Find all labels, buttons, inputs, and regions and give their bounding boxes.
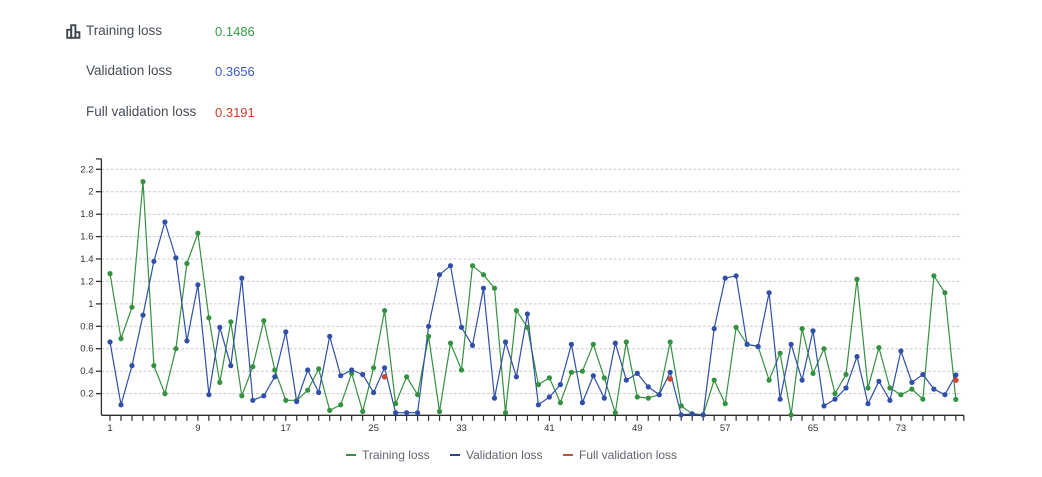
- svg-text:25: 25: [368, 423, 379, 434]
- svg-text:17: 17: [281, 423, 292, 434]
- svg-text:33: 33: [456, 423, 467, 434]
- svg-text:1.6: 1.6: [80, 232, 93, 243]
- svg-text:1.4: 1.4: [80, 254, 93, 265]
- svg-text:2.2: 2.2: [80, 164, 93, 175]
- svg-text:1: 1: [88, 299, 93, 310]
- svg-text:1.2: 1.2: [80, 276, 93, 287]
- svg-text:0.4: 0.4: [80, 366, 93, 377]
- svg-text:1: 1: [107, 423, 112, 434]
- svg-text:2: 2: [88, 187, 93, 198]
- svg-text:9: 9: [195, 423, 200, 434]
- svg-text:41: 41: [544, 423, 555, 434]
- svg-text:0.6: 0.6: [80, 344, 93, 355]
- svg-text:1.8: 1.8: [80, 209, 93, 220]
- svg-text:57: 57: [720, 423, 731, 434]
- svg-text:65: 65: [808, 423, 819, 434]
- svg-text:49: 49: [632, 423, 643, 434]
- svg-text:73: 73: [896, 423, 907, 434]
- svg-text:0.2: 0.2: [80, 389, 93, 400]
- svg-text:0.8: 0.8: [80, 321, 93, 332]
